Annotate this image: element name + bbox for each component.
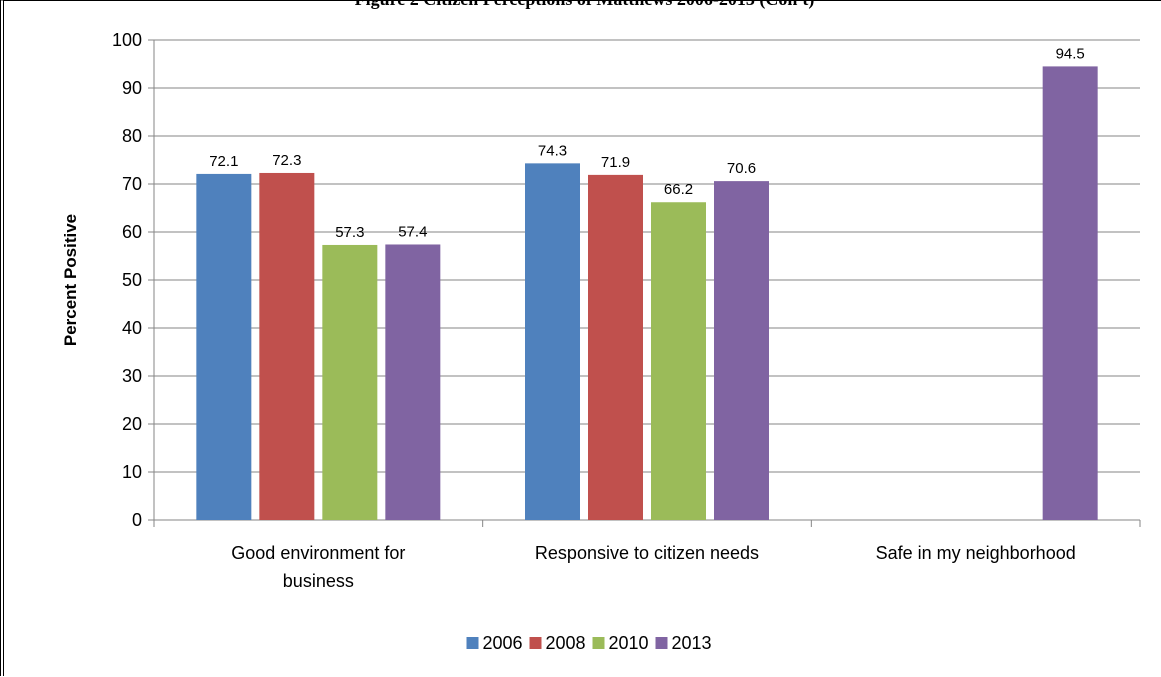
category-label: Good environment for business bbox=[231, 543, 405, 591]
data-label: 70.6 bbox=[727, 160, 756, 177]
legend-label: 2010 bbox=[609, 633, 649, 653]
y-tick-label: 60 bbox=[122, 222, 142, 242]
figure-title: Figure 2 Citizen Perceptions of Matthews… bbox=[4, 0, 1161, 10]
axes bbox=[148, 39, 1141, 527]
bar-2010 bbox=[322, 244, 378, 520]
bar-2013 bbox=[385, 244, 441, 521]
bar-2013 bbox=[1042, 66, 1098, 521]
data-label: 66.2 bbox=[664, 181, 693, 198]
legend-swatch bbox=[466, 637, 479, 649]
y-tick-labels: 0 10 20 30 40 50 60 70 80 90 100 bbox=[112, 30, 142, 530]
legend: 2006 2008 2010 2013 bbox=[466, 633, 712, 653]
data-label: 72.1 bbox=[209, 153, 238, 170]
category-labels: Good environment for business Responsive t… bbox=[231, 543, 1075, 591]
y-tick-label: 10 bbox=[122, 462, 142, 482]
legend-swatch bbox=[655, 637, 668, 649]
y-tick-label: 80 bbox=[122, 126, 142, 146]
bar-2006 bbox=[525, 163, 580, 521]
y-tick-label: 30 bbox=[122, 366, 142, 386]
y-tick-label: 90 bbox=[122, 78, 142, 98]
y-tick-label: 50 bbox=[122, 270, 142, 290]
bar-2013 bbox=[714, 181, 769, 520]
legend-label: 2008 bbox=[546, 633, 586, 653]
data-label: 94.5 bbox=[1056, 45, 1085, 62]
bar-2010 bbox=[651, 202, 706, 521]
data-label: 72.3 bbox=[272, 152, 301, 169]
legend-swatch bbox=[529, 637, 542, 649]
y-tick-label: 70 bbox=[122, 174, 142, 194]
y-tick-label: 40 bbox=[122, 318, 142, 338]
y-tick-label: 0 bbox=[132, 510, 142, 530]
data-label: 74.3 bbox=[538, 142, 567, 159]
y-tick-label: 100 bbox=[112, 30, 142, 50]
category-label: Responsive to citizen needs bbox=[535, 543, 759, 563]
bar-2008 bbox=[588, 174, 643, 520]
data-label: 57.4 bbox=[398, 223, 427, 240]
bar-2008 bbox=[259, 172, 315, 520]
data-label: 57.3 bbox=[335, 224, 364, 241]
legend-swatch bbox=[592, 637, 605, 649]
data-label: 71.9 bbox=[601, 154, 630, 171]
legend-label: 2013 bbox=[672, 633, 712, 653]
y-tick-label: 20 bbox=[122, 414, 142, 434]
category-label: Safe in my neighborhood bbox=[876, 543, 1076, 563]
gridlines bbox=[154, 39, 1140, 473]
data-labels: 72.1 72.3 57.3 57.4 74.3 71.9 66.2 70.6 94.5 bbox=[209, 45, 1085, 241]
y-axis-title: Percent Positive bbox=[61, 214, 80, 346]
bars bbox=[196, 66, 1098, 521]
bar-2006 bbox=[196, 173, 252, 521]
legend-label: 2006 bbox=[483, 633, 523, 653]
